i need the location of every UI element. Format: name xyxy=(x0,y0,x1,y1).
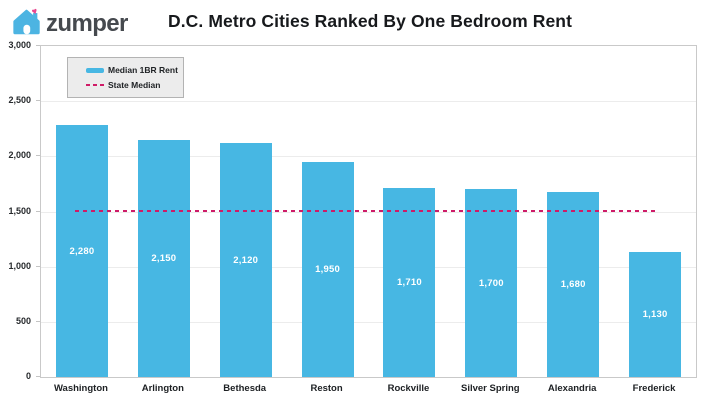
legend-label: State Median xyxy=(108,80,161,90)
y-axis-tick-mark xyxy=(36,265,40,267)
y-axis-tick-label: 2,000 xyxy=(8,150,31,161)
y-axis-tick-label: 500 xyxy=(15,315,31,326)
legend-item-median-rent: Median 1BR Rent xyxy=(86,65,183,75)
bar-value-label: 1,130 xyxy=(642,309,668,321)
bar-bethesda: 2,120 xyxy=(219,143,272,377)
y-axis-tick-mark xyxy=(36,320,40,322)
x-axis-label: Rockville xyxy=(387,383,430,394)
y-axis-tick-label: 2,500 xyxy=(8,95,31,106)
gridline xyxy=(41,211,696,213)
bar-reston: 1,950 xyxy=(301,161,354,377)
gridline xyxy=(41,321,696,323)
bar-value-label: 1,710 xyxy=(397,277,422,289)
bar-value-label: 2,280 xyxy=(69,245,95,257)
chart-plot-area: 2,280 2,150 2,120 1,950 1,710 1,700 1,680 1,130 xyxy=(40,45,697,378)
y-axis-tick-label: 3,000 xyxy=(8,40,31,50)
y-axis-tick-mark xyxy=(36,100,40,102)
bar-value-label: 1,680 xyxy=(560,278,586,290)
dashed-line-swatch-icon xyxy=(86,84,104,86)
bar-value-label: 2,150 xyxy=(151,252,177,264)
gridline xyxy=(41,266,696,268)
page-title: D.C. Metro Cities Ranked By One Bedroom … xyxy=(167,11,573,31)
bar-washington: 2,280 xyxy=(55,125,108,377)
state-median-reference-line xyxy=(74,209,659,212)
x-axis-label: Arlington xyxy=(141,383,184,394)
gridline xyxy=(41,101,696,103)
x-axis-label: Silver Spring xyxy=(461,383,520,394)
bar-arlington: 2,150 xyxy=(137,139,190,377)
x-axis-label: Bethesda xyxy=(223,383,267,394)
zumper-house-icon: ♥ xyxy=(11,5,43,42)
x-axis-label: Reston xyxy=(310,383,343,394)
bar-value-label: 1,700 xyxy=(478,277,504,289)
svg-text:♥: ♥ xyxy=(30,6,39,17)
bar-value-label: 1,950 xyxy=(315,263,340,275)
bar-frederick: 1,130 xyxy=(629,252,682,377)
legend-item-state-median: State Median xyxy=(86,80,183,90)
y-axis-tick-label: 1,000 xyxy=(8,260,31,271)
gridline xyxy=(41,156,696,158)
y-axis-tick-mark xyxy=(36,210,40,212)
y-axis-tick-label: 0 xyxy=(25,371,31,381)
chart-legend: Median 1BR Rent State Median xyxy=(67,57,184,98)
bar-value-label: 2,120 xyxy=(233,254,259,266)
y-axis-tick-mark xyxy=(36,376,40,377)
bar-silver-spring: 1,700 xyxy=(465,189,518,377)
bar-alexandria: 1,680 xyxy=(547,191,600,377)
x-axis-label: Frederick xyxy=(632,383,676,394)
x-axis-label: Alexandria xyxy=(547,383,597,394)
zumper-logo: ♥ zumper xyxy=(11,5,128,42)
bar-rockville: 1,710 xyxy=(383,188,436,377)
y-axis-tick-mark xyxy=(36,45,40,46)
y-axis-tick-mark xyxy=(36,155,40,157)
brand-wordmark: zumper xyxy=(46,10,128,37)
y-axis-tick-label: 1,500 xyxy=(8,205,31,216)
legend-label: Median 1BR Rent xyxy=(108,65,178,75)
x-axis-label: Washington xyxy=(53,383,108,394)
bar-swatch-icon xyxy=(86,67,104,73)
